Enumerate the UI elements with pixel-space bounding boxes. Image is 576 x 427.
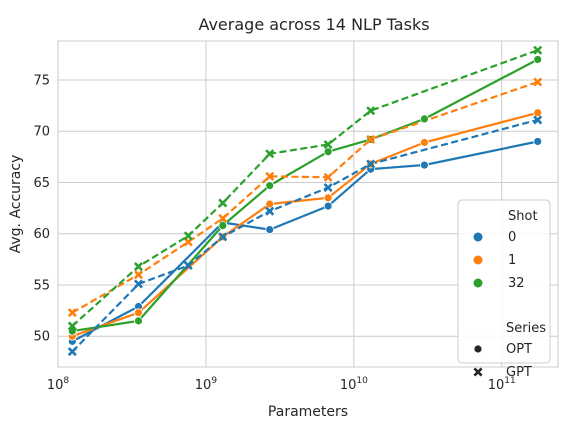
legend-swatch-shot-32 [473, 278, 483, 288]
y-tick-label: 75 [33, 73, 50, 88]
y-tick-label: 65 [33, 176, 50, 191]
x-axis-label: Parameters [268, 404, 348, 420]
point-gpt-32-shot [533, 45, 543, 55]
y-tick-label: 60 [33, 227, 50, 242]
x-tick-label: 109 [195, 376, 218, 393]
point-opt-0-shot [323, 201, 333, 211]
y-tick-label: 55 [33, 278, 50, 293]
legend-swatch-shot-0 [473, 232, 483, 242]
line-gpt-1-shot [71, 80, 539, 314]
point-gpt-0-shot [265, 206, 275, 216]
line-opt-0-shot [71, 140, 538, 343]
point-gpt-0-shot [218, 232, 228, 242]
point-opt-1-shot [134, 308, 143, 318]
point-gpt-0-shot [366, 159, 376, 169]
point-opt-1-shot [265, 199, 275, 209]
point-gpt-32-shot [67, 321, 77, 331]
legend-label-opt: OPT [506, 342, 532, 357]
legend-swatch-shot-1 [473, 255, 483, 265]
series-lines [71, 49, 539, 353]
point-opt-32-shot [134, 316, 143, 326]
legend-label-shot-0: 0 [508, 230, 516, 245]
legend-label-gpt: GPT [506, 365, 532, 380]
line-gpt-32-shot [71, 49, 539, 327]
legend-marker-opt [473, 344, 483, 354]
point-gpt-1-shot [323, 172, 333, 182]
point-gpt-32-shot [218, 198, 228, 208]
point-opt-32-shot [323, 147, 333, 157]
point-gpt-1-shot [133, 270, 143, 280]
x-tick-label: 1011 [488, 376, 516, 393]
point-gpt-32-shot [133, 262, 143, 272]
point-gpt-32-shot [366, 106, 376, 116]
point-gpt-32-shot [323, 140, 333, 150]
chart-title: Average across 14 NLP Tasks [198, 15, 429, 34]
point-gpt-1-shot [67, 308, 77, 318]
legend-marker-gpt [473, 367, 483, 377]
point-gpt-1-shot [218, 213, 228, 223]
x-tick-label: 1010 [340, 376, 368, 393]
x-tick-label: 108 [47, 376, 70, 393]
series-markers [67, 45, 543, 357]
point-gpt-1-shot [366, 134, 376, 144]
legend-label-shot-1: 1 [508, 253, 516, 268]
point-opt-0-shot [420, 160, 429, 170]
legend-title-shot: Shot [508, 209, 538, 224]
point-opt-32-shot [533, 55, 543, 64]
legend-frame [457, 199, 551, 364]
point-gpt-1-shot [533, 77, 543, 87]
point-opt-32-shot [265, 181, 275, 190]
point-opt-32-shot [218, 221, 228, 230]
point-gpt-0-shot [67, 347, 77, 357]
line-opt-32-shot [72, 58, 539, 333]
point-opt-1-shot [533, 108, 543, 118]
y-axis-label: Avg. Accuracy [8, 155, 24, 254]
x-tick-exponent: 11 [504, 376, 515, 386]
x-tick-base: 10 [488, 378, 505, 393]
point-gpt-32-shot [265, 149, 275, 159]
x-tick-base: 10 [340, 378, 357, 393]
point-gpt-0-shot [323, 183, 333, 193]
point-gpt-0-shot [533, 115, 543, 125]
legend-label-shot-32: 32 [508, 276, 525, 291]
line-opt-1-shot [71, 111, 538, 338]
point-gpt-0-shot [133, 279, 143, 289]
point-gpt-0-shot [183, 260, 193, 271]
point-opt-1-shot [323, 193, 333, 203]
x-tick-exponent: 8 [63, 376, 69, 386]
point-opt-0-shot [265, 225, 275, 235]
point-opt-32-shot [420, 114, 429, 124]
line-gpt-0-shot [71, 118, 538, 353]
point-opt-1-shot [420, 138, 429, 147]
point-gpt-1-shot [265, 171, 275, 181]
x-tick-base: 10 [47, 378, 64, 393]
point-opt-0-shot [533, 137, 543, 146]
legend-title-series: Series [506, 321, 546, 336]
x-tick-exponent: 10 [356, 376, 368, 386]
x-tick-exponent: 9 [211, 376, 217, 386]
legend: Shot Series 0 1 32 OPT GPT [457, 199, 551, 380]
x-tick-base: 10 [195, 378, 212, 393]
point-gpt-32-shot [183, 231, 193, 241]
y-tick-label: 70 [33, 125, 50, 140]
y-tick-label: 50 [33, 330, 50, 345]
